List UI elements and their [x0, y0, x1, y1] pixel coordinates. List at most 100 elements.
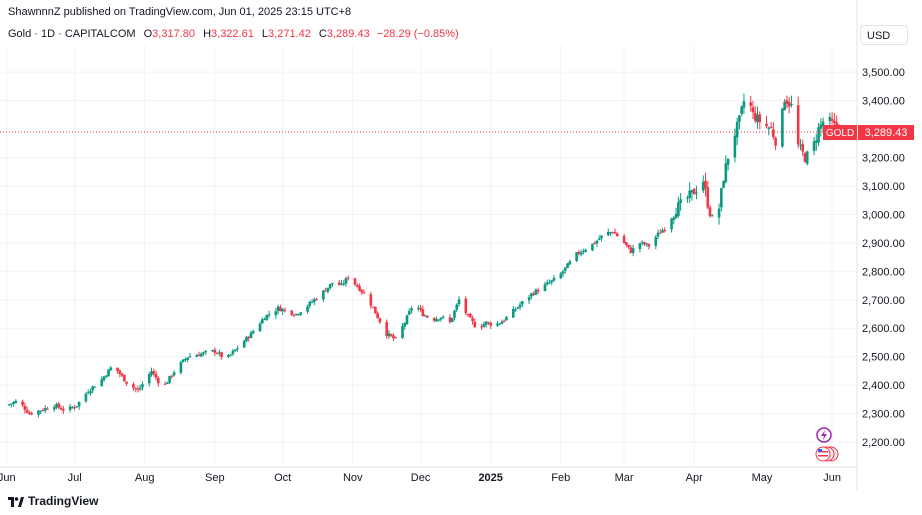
candle-body	[575, 252, 578, 261]
candle-body	[163, 383, 167, 385]
candle-body	[527, 297, 531, 301]
candle-body	[46, 408, 49, 410]
candle-body	[658, 232, 662, 234]
ohlc-legend: Gold · 1D · CAPITALCOM O3,317.80 H3,322.…	[8, 28, 459, 40]
candle-body	[579, 252, 583, 255]
candle-body	[405, 315, 409, 324]
candle-body	[423, 315, 427, 317]
candle-body	[394, 337, 398, 339]
candle-body	[600, 235, 603, 239]
publisher-line: ShawnnnZ published on TradingView.com, J…	[8, 6, 352, 18]
candle-body	[376, 313, 379, 319]
candle-body	[742, 101, 746, 108]
candle-body	[39, 410, 43, 412]
candle-body	[322, 290, 325, 300]
candle-body	[595, 240, 599, 244]
price-tag-value-bg	[858, 125, 914, 141]
candle-body	[410, 308, 413, 311]
candle-body	[532, 293, 535, 295]
candle-body	[75, 406, 79, 408]
candle-body	[265, 314, 269, 320]
low-value: 3,271.42	[268, 28, 311, 40]
candle-body	[313, 299, 316, 302]
candle-body	[613, 231, 617, 234]
candles	[7, 93, 841, 418]
candle-body	[566, 263, 569, 268]
candle-body	[276, 306, 280, 311]
candle-body	[828, 116, 832, 122]
candle-body	[482, 324, 486, 328]
candle-body	[331, 282, 334, 284]
candle-body	[71, 407, 74, 409]
price-tag-value: 3,289.43	[865, 127, 908, 139]
candle-body	[543, 284, 547, 292]
candle-body	[281, 309, 284, 312]
x-tick-label: Jul	[68, 472, 82, 484]
candle-body	[109, 367, 113, 371]
candle-body	[294, 313, 298, 315]
y-axis: 2,200.00 2,300.00 2,400.00 2,500.00 2,600.00…	[856, 0, 905, 490]
candle-body	[536, 289, 540, 292]
candle-body	[258, 323, 262, 332]
candle-body	[344, 278, 348, 284]
candle-body	[136, 389, 140, 391]
candle-body	[627, 244, 630, 248]
candle-body	[819, 124, 823, 129]
candle-body	[28, 412, 31, 414]
candle-body	[534, 289, 538, 295]
candle-body	[701, 181, 705, 191]
candle-body	[505, 316, 508, 321]
candle-body	[720, 188, 723, 208]
candle-body	[419, 307, 422, 310]
candle-body	[337, 282, 341, 286]
candle-body	[168, 375, 171, 383]
candle-body	[100, 379, 104, 387]
candle-body	[12, 402, 15, 404]
candle-body	[502, 320, 506, 322]
brand-footer[interactable]: TradingView	[8, 494, 98, 508]
x-axis: Jun Jul Aug Sep Oct Nov Dec 2025 Feb Mar Apr May Jun	[0, 466, 857, 484]
candle-body	[738, 115, 741, 123]
candle-body	[516, 307, 520, 309]
candle-body	[457, 299, 461, 305]
candle-body	[328, 283, 332, 289]
candle-body	[154, 373, 158, 378]
candle-body	[801, 143, 805, 152]
candle-body	[188, 356, 192, 358]
candle-body	[450, 317, 454, 322]
candle-body	[389, 334, 393, 336]
currency-button[interactable]: USD	[860, 25, 908, 45]
candle-body	[550, 280, 554, 283]
candle-body	[233, 349, 237, 352]
candle-body	[172, 372, 176, 376]
candle-body	[469, 313, 472, 318]
candle-body	[77, 401, 81, 407]
candle-body	[561, 271, 565, 274]
candle-body	[132, 383, 135, 388]
candle-body	[263, 319, 266, 321]
candle-body	[672, 217, 676, 220]
candle-body	[679, 199, 682, 203]
candle-body	[138, 387, 142, 390]
candle-body	[310, 301, 314, 303]
x-tick-label: Sep	[205, 472, 225, 484]
candle-body	[466, 313, 470, 315]
candle-body	[186, 357, 189, 360]
candle-body	[346, 277, 350, 279]
us-flag-canton	[818, 449, 822, 452]
candle-body	[57, 403, 61, 408]
x-tick-label: Feb	[551, 472, 570, 484]
grid-lines	[0, 45, 857, 467]
candle-body	[769, 126, 773, 128]
candle-body	[631, 248, 635, 254]
candle-body	[814, 140, 818, 143]
candle-body	[116, 367, 119, 372]
candle-body	[724, 163, 728, 183]
symbol-label[interactable]: Gold · 1D · CAPITALCOM	[8, 28, 136, 40]
x-tick-label: Apr	[686, 472, 703, 484]
candle-body	[677, 202, 680, 216]
candle-body	[195, 355, 199, 357]
candle-body	[181, 359, 185, 362]
candle-body	[68, 406, 72, 411]
